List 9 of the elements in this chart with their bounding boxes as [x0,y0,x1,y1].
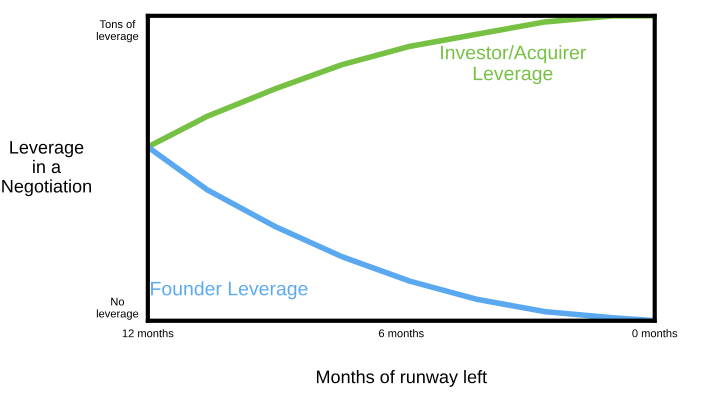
x-tick-label: 12 months [122,329,174,338]
text: Tons of leverage [96,20,138,42]
series-label: Investor/Acquirer Leverage [441,45,586,84]
x-tick-label: 0 months [632,329,678,338]
x-tick-label: 6 months [378,329,424,338]
text: No leverage [96,298,138,320]
series-label: Founder Leverage [151,281,308,300]
y-axis-title: Leverage in a Negotiation [2,141,91,196]
x-axis-title: Months of runway left [316,370,487,387]
